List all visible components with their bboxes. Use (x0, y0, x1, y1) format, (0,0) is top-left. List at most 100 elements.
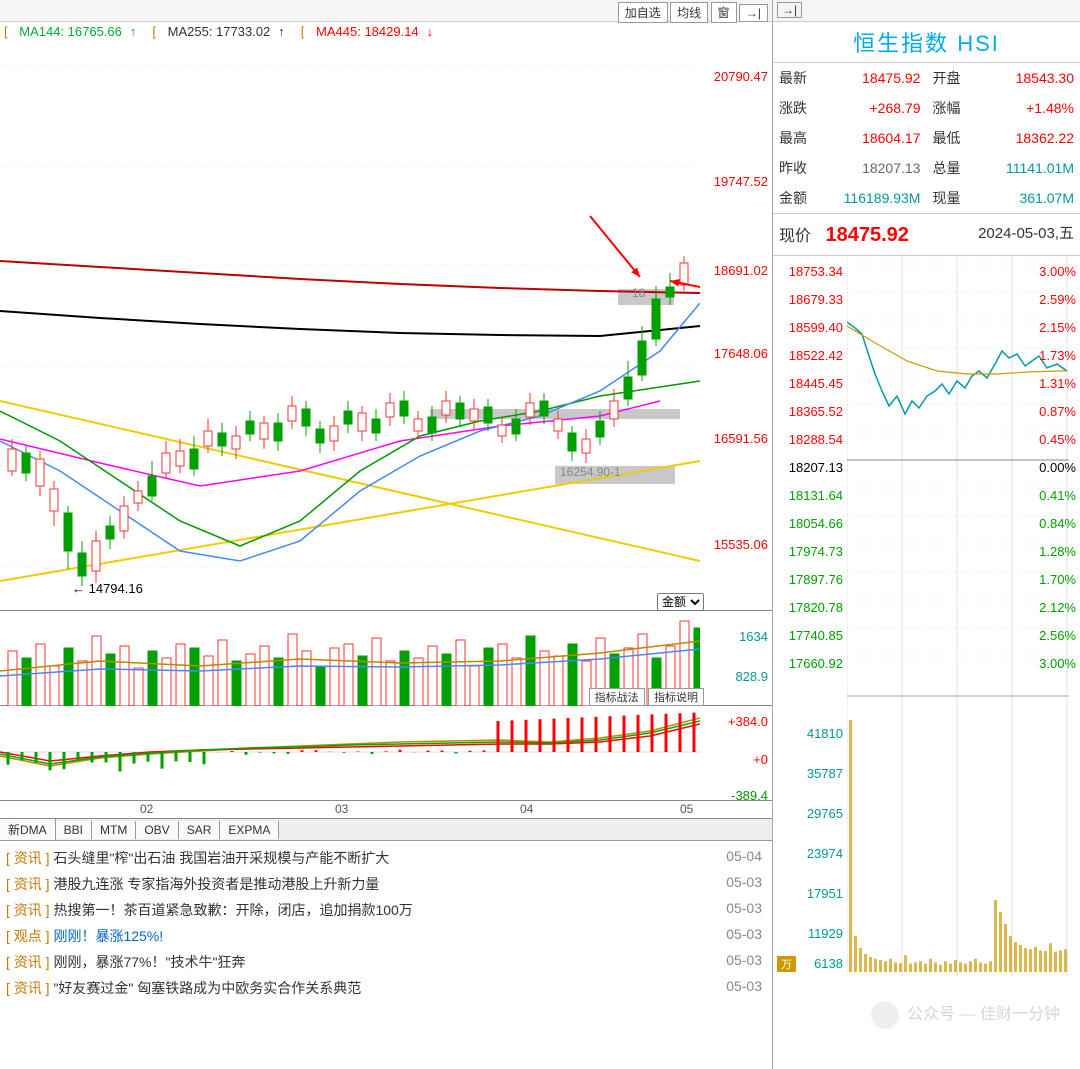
volume-axis-label: 828.9 (735, 669, 768, 684)
indicator-tab[interactable]: OBV (136, 821, 178, 839)
indicator-desc-button[interactable]: 指标说明 (648, 688, 704, 706)
intraday-right-label: 2.56% (1039, 628, 1076, 643)
arrow-button[interactable]: →| (739, 4, 768, 22)
intraday-right-label: 2.12% (1039, 600, 1076, 615)
intraday-right-label: 0.41% (1039, 488, 1076, 503)
intraday-right-label: 2.59% (1039, 292, 1076, 307)
quote-value: +268.79 (818, 93, 926, 123)
intraday-left-label: 18522.42 (777, 348, 843, 363)
quote-table: 最新18475.92开盘18543.30涨跌+268.79涨幅+1.48%最高1… (773, 63, 1080, 213)
intraday-right-label: 1.70% (1039, 572, 1076, 587)
ma-indicator: [ MA255: 17733.02↑ (152, 24, 292, 39)
quote-value: 18207.13 (818, 153, 926, 183)
x-axis-label: 03 (335, 802, 348, 816)
indicator-tab[interactable]: EXPMA (220, 821, 279, 839)
indicator-tab[interactable]: MTM (92, 821, 136, 839)
window-button[interactable]: 窗 (711, 2, 737, 23)
intraday-left-label: 35787 (777, 766, 843, 781)
intraday-right-label: 3.00% (1039, 264, 1076, 279)
ma-indicator: [ MA144: 16765.66↑ (4, 24, 144, 39)
intraday-left-label: 23974 (777, 846, 843, 861)
quote-label: 开盘 (926, 63, 971, 93)
indicator-tab[interactable]: BBI (56, 821, 92, 839)
x-axis-label: 05 (680, 802, 693, 816)
intraday-right-label: 1.73% (1039, 348, 1076, 363)
intraday-left-label: 18679.33 (777, 292, 843, 307)
price-axis-label: 19747.52 (714, 174, 768, 189)
intraday-left-label: 18131.64 (777, 488, 843, 503)
volume-type-select[interactable]: 金额 (657, 593, 704, 611)
add-favorite-button[interactable]: 加自选 (618, 2, 668, 23)
news-row[interactable]: [ 资讯 ] "好友赛过金" 匈塞铁路成为中欧务实合作关系典范05-03 (0, 975, 772, 1001)
current-price-row: 现价 18475.92 2024-05-03,五 (773, 213, 1080, 256)
x-axis: 02 03 04 05 (0, 801, 772, 819)
x-axis-label: 04 (520, 802, 533, 816)
quote-label: 最低 (926, 123, 971, 153)
candlestick-chart[interactable]: ← 14794.1616254.90-118 20790.4719747.521… (0, 41, 772, 611)
price-axis-label: 16591.56 (714, 431, 768, 446)
news-row[interactable]: [ 资讯 ] 热搜第一！茶百道紧急致歉：开除，闭店，追加捐款100万05-03 (0, 897, 772, 923)
intraday-left-label: 17974.73 (777, 544, 843, 559)
price-axis-label: 18691.02 (714, 263, 768, 278)
wan-label: 万 (777, 956, 796, 972)
quote-label: 最新 (773, 63, 818, 93)
intraday-left-label: 17660.92 (777, 656, 843, 671)
intraday-right-label: 0.84% (1039, 516, 1076, 531)
news-row[interactable]: [ 观点 ] 刚刚！暴涨125%!05-03 (0, 923, 772, 949)
news-row[interactable]: [ 资讯 ] 港股九连涨 专家指海外投资者是推动港股上升新力量05-03 (0, 871, 772, 897)
news-list: [ 资讯 ] 石头缝里"榨"出石油 我国岩油开采规模与产能不断扩大05-04[ … (0, 841, 772, 1005)
quote-value: 11141.01M (972, 153, 1080, 183)
quote-label: 涨跌 (773, 93, 818, 123)
intraday-left-label: 17740.85 (777, 628, 843, 643)
intraday-left-label: 17951 (777, 886, 843, 901)
indicator-tactics-button[interactable]: 指标战法 (589, 688, 645, 706)
intraday-right-label: 1.28% (1039, 544, 1076, 559)
quote-label: 最高 (773, 123, 818, 153)
macd-axis-label: +0 (753, 752, 768, 767)
quote-value: 116189.93M (818, 183, 926, 213)
right-arrow-icon[interactable]: →| (777, 2, 802, 18)
svg-text:16254.90-1: 16254.90-1 (560, 465, 621, 479)
macd-chart[interactable]: 指标战法 指标说明 +384.0+0-389.4 (0, 706, 772, 801)
intraday-left-label: 18753.34 (777, 264, 843, 279)
quote-value: 18362.22 (972, 123, 1080, 153)
quote-value: 18475.92 (818, 63, 926, 93)
intraday-right-label: 2.15% (1039, 320, 1076, 335)
intraday-chart[interactable]: 18753.34 18679.33 18599.40 18522.42 18445.45… (773, 256, 1080, 976)
quote-label: 昨收 (773, 153, 818, 183)
intraday-left-label: 18207.13 (777, 460, 843, 475)
top-toolbar: 加自选 均线 窗 →| (0, 0, 772, 22)
indicator-tab[interactable]: SAR (179, 821, 221, 839)
news-row[interactable]: [ 资讯 ] 刚刚，暴涨77%！"技术牛"狂奔05-03 (0, 949, 772, 975)
x-axis-label: 02 (140, 802, 153, 816)
ma-indicator-row: [ MA144: 16765.66↑ [ MA255: 17733.02↑ [ MA… (0, 22, 772, 41)
svg-text:← 14794.16: ← 14794.16 (72, 581, 143, 596)
intraday-right-label: 3.00% (1039, 656, 1076, 671)
quote-value: 18543.30 (972, 63, 1080, 93)
news-row[interactable]: [ 资讯 ] 石头缝里"榨"出石油 我国岩油开采规模与产能不断扩大05-04 (0, 845, 772, 871)
quote-label: 金额 (773, 183, 818, 213)
price-axis-label: 15535.06 (714, 537, 768, 552)
current-date: 2024-05-03,五 (978, 222, 1074, 243)
intraday-left-label: 18288.54 (777, 432, 843, 447)
intraday-left-label: 18445.45 (777, 376, 843, 391)
indicator-tabs: 新DMABBIMTMOBVSAREXPMA (0, 819, 772, 841)
index-title: 恒生指数 HSI (773, 22, 1080, 63)
intraday-left-label: 41810 (777, 726, 843, 741)
quote-label: 现量 (926, 183, 971, 213)
price-axis-label: 17648.06 (714, 346, 768, 361)
quote-value: 18604.17 (818, 123, 926, 153)
quote-value: 361.07M (972, 183, 1080, 213)
intraday-left-label: 17897.76 (777, 572, 843, 587)
quote-value: +1.48% (972, 93, 1080, 123)
indicator-tab[interactable]: 新DMA (0, 819, 56, 840)
ma-indicator: [ MA445: 18429.14↓ (301, 24, 441, 39)
intraday-left-label: 18599.40 (777, 320, 843, 335)
intraday-left-label: 18054.66 (777, 516, 843, 531)
watermark: 公众号 — 佳财一分钟 (871, 1000, 1060, 1029)
intraday-left-label: 29765 (777, 806, 843, 821)
intraday-right-label: 0.45% (1039, 432, 1076, 447)
intraday-right-label: 1.31% (1039, 376, 1076, 391)
ma-button[interactable]: 均线 (670, 2, 708, 23)
intraday-right-label: 0.00% (1039, 460, 1076, 475)
